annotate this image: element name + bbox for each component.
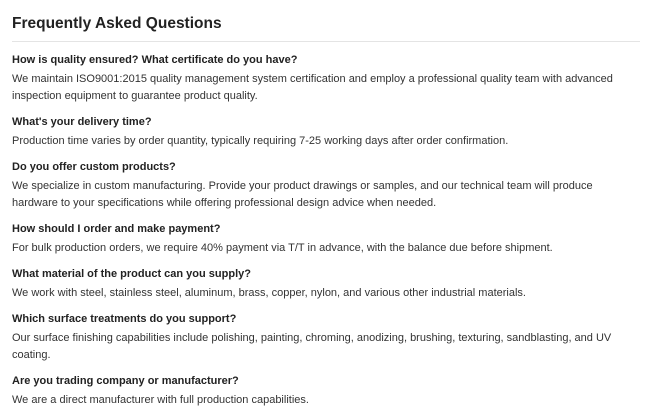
faq-answer: We maintain ISO9001:2015 quality managem… <box>12 73 613 102</box>
divider <box>12 41 640 42</box>
faq-item: Do you offer custom products? We special… <box>12 157 640 212</box>
faq-answer: We work with steel, stainless steel, alu… <box>12 287 526 299</box>
page-title: Frequently Asked Questions <box>12 15 222 32</box>
faq-item: Are you trading company or manufacturer?… <box>12 371 640 409</box>
faq-question: How should I order and make payment? <box>12 223 221 235</box>
faq-item: How is quality ensured? What certificate… <box>12 50 640 105</box>
faq-item: Which surface treatments do you support?… <box>12 309 640 364</box>
faq-question: Are you trading company or manufacturer? <box>12 375 239 387</box>
faq-item: How should I order and make payment? For… <box>12 219 640 257</box>
faq-item: What material of the product can you sup… <box>12 264 640 302</box>
faq-answer: For bulk production orders, we require 4… <box>12 242 553 254</box>
faq-item: What's your delivery time? Production ti… <box>12 112 640 150</box>
faq-answer: Our surface finishing capabilities inclu… <box>12 332 612 361</box>
faq-question: What's your delivery time? <box>12 116 152 128</box>
faq-question: What material of the product can you sup… <box>12 268 251 280</box>
faq-question: How is quality ensured? What certificate… <box>12 54 298 66</box>
faq-question: Which surface treatments do you support? <box>12 313 237 325</box>
faq-question: Do you offer custom products? <box>12 161 176 173</box>
faq-answer: We specialize in custom manufacturing. P… <box>12 180 593 209</box>
faq-answer: Production time varies by order quantity… <box>12 135 509 147</box>
